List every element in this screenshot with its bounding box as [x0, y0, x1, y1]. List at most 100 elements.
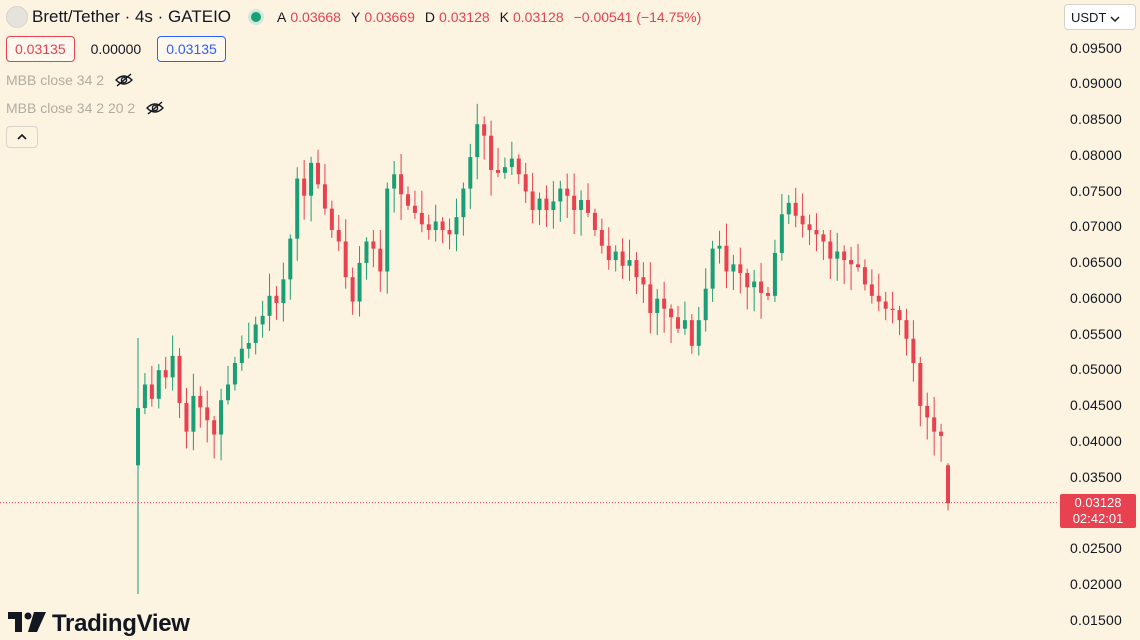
candle-body: [316, 162, 320, 185]
candle-body: [932, 417, 937, 432]
price-tick: 0.05500: [1070, 326, 1123, 342]
candle-body: [468, 157, 473, 189]
change-value: −0.00541 (−14.75%): [573, 9, 702, 25]
candle-body: [897, 310, 902, 321]
low-value: 0.03128: [439, 9, 490, 25]
candle-body: [426, 224, 431, 231]
candle-body: [357, 262, 362, 302]
candle-body: [502, 167, 507, 173]
candle-body: [309, 162, 314, 196]
candle-body: [669, 308, 674, 318]
sell-button[interactable]: 0.03135: [6, 36, 75, 62]
candle-body: [170, 355, 175, 378]
candle-body: [752, 281, 757, 288]
indicator-mbb-1[interactable]: MBB close 34 2: [6, 72, 134, 88]
candle-body: [433, 221, 438, 231]
tradingview-logo-icon: [8, 611, 46, 637]
currency-select[interactable]: USDT: [1064, 4, 1136, 30]
candle-body: [565, 188, 570, 196]
candle-body: [890, 308, 895, 311]
candle-body: [156, 370, 161, 399]
candle-body: [551, 201, 556, 211]
candle-body: [613, 251, 618, 261]
indicator-label[interactable]: MBB close 34 2 20 2: [6, 100, 136, 116]
candlestick-chart[interactable]: [0, 0, 1058, 640]
candle-body: [537, 198, 542, 211]
price-tick: 0.06500: [1070, 254, 1123, 270]
brand-name: TradingView: [52, 610, 190, 637]
open-label: A: [277, 9, 287, 25]
candle-body: [849, 260, 854, 265]
collapse-legend-button[interactable]: [6, 126, 38, 148]
candle-body: [696, 320, 701, 346]
price-tick: 0.07000: [1070, 218, 1123, 234]
indicator-mbb-2[interactable]: MBB close 34 2 20 2: [6, 100, 165, 116]
symbol-title[interactable]: Brett/Tether · 4s · GATEIO: [32, 7, 232, 26]
price-tick: 0.08000: [1070, 147, 1123, 163]
candle-body: [246, 343, 251, 349]
candle-body: [800, 215, 805, 225]
candle-body: [738, 264, 743, 273]
high-label: Y: [350, 9, 361, 25]
candle-body: [191, 395, 196, 432]
candle-body: [592, 212, 597, 231]
tradingview-brand[interactable]: TradingView: [8, 610, 190, 638]
high-value: 0.03669: [364, 9, 415, 25]
candle-body: [530, 191, 535, 211]
candle-body: [627, 260, 632, 266]
candle-body: [302, 178, 307, 196]
candle-body: [925, 405, 930, 418]
low-label: D: [424, 9, 436, 25]
candle-body: [447, 230, 452, 235]
close-value: 0.03128: [513, 9, 564, 25]
candle-body: [226, 384, 230, 401]
candle-body: [544, 198, 549, 211]
candle-body: [662, 298, 667, 309]
eye-crossed-icon[interactable]: [114, 72, 134, 88]
candle-body: [239, 348, 244, 364]
candle-body: [267, 295, 272, 316]
price-scale[interactable]: 0.09500 0.09000 0.08500 0.08000 0.07500 …: [1058, 0, 1140, 640]
market-status-icon[interactable]: [251, 12, 262, 22]
candle-body: [149, 384, 154, 399]
candle-body: [350, 277, 355, 302]
candle-body: [786, 202, 791, 215]
currency-label: USDT: [1071, 9, 1107, 25]
candle-body: [475, 124, 480, 158]
buy-button[interactable]: 0.03135: [157, 36, 226, 62]
candle-body: [385, 188, 390, 272]
candle-body: [406, 194, 410, 206]
candle-body: [828, 241, 833, 259]
candle-body: [586, 200, 590, 213]
candle-body: [835, 251, 840, 259]
candle-body: [440, 221, 445, 231]
candle-body: [232, 363, 237, 385]
eye-crossed-icon[interactable]: [145, 100, 165, 116]
candle-body: [399, 174, 404, 195]
candle-body: [766, 292, 770, 296]
candle-body: [509, 158, 514, 168]
candle-body: [856, 264, 860, 268]
candle-body: [371, 241, 376, 249]
price-tick: 0.08500: [1070, 111, 1123, 127]
candle-body: [807, 224, 812, 231]
spread-value: 0.00000: [90, 41, 142, 57]
candle-body: [523, 174, 528, 192]
trade-panel: 0.03135 0.00000 0.03135: [6, 36, 226, 62]
candle-body: [260, 315, 265, 325]
last-price-value: 0.03128: [1074, 495, 1122, 510]
candle-body: [579, 200, 584, 211]
candle-body: [682, 320, 687, 329]
candle-body: [731, 264, 736, 272]
indicator-label[interactable]: MBB close 34 2: [6, 72, 105, 88]
price-tick: 0.05000: [1070, 361, 1123, 377]
close-label: K: [499, 9, 509, 25]
candle-body: [205, 407, 210, 421]
chevron-up-icon: [16, 128, 28, 146]
candle-body: [703, 288, 708, 321]
candle-body: [253, 324, 258, 344]
last-price-label: 0.03128 02:42:01: [1060, 494, 1136, 528]
candle-body: [911, 338, 916, 364]
candle-body: [883, 301, 888, 309]
candle-body: [336, 230, 341, 242]
